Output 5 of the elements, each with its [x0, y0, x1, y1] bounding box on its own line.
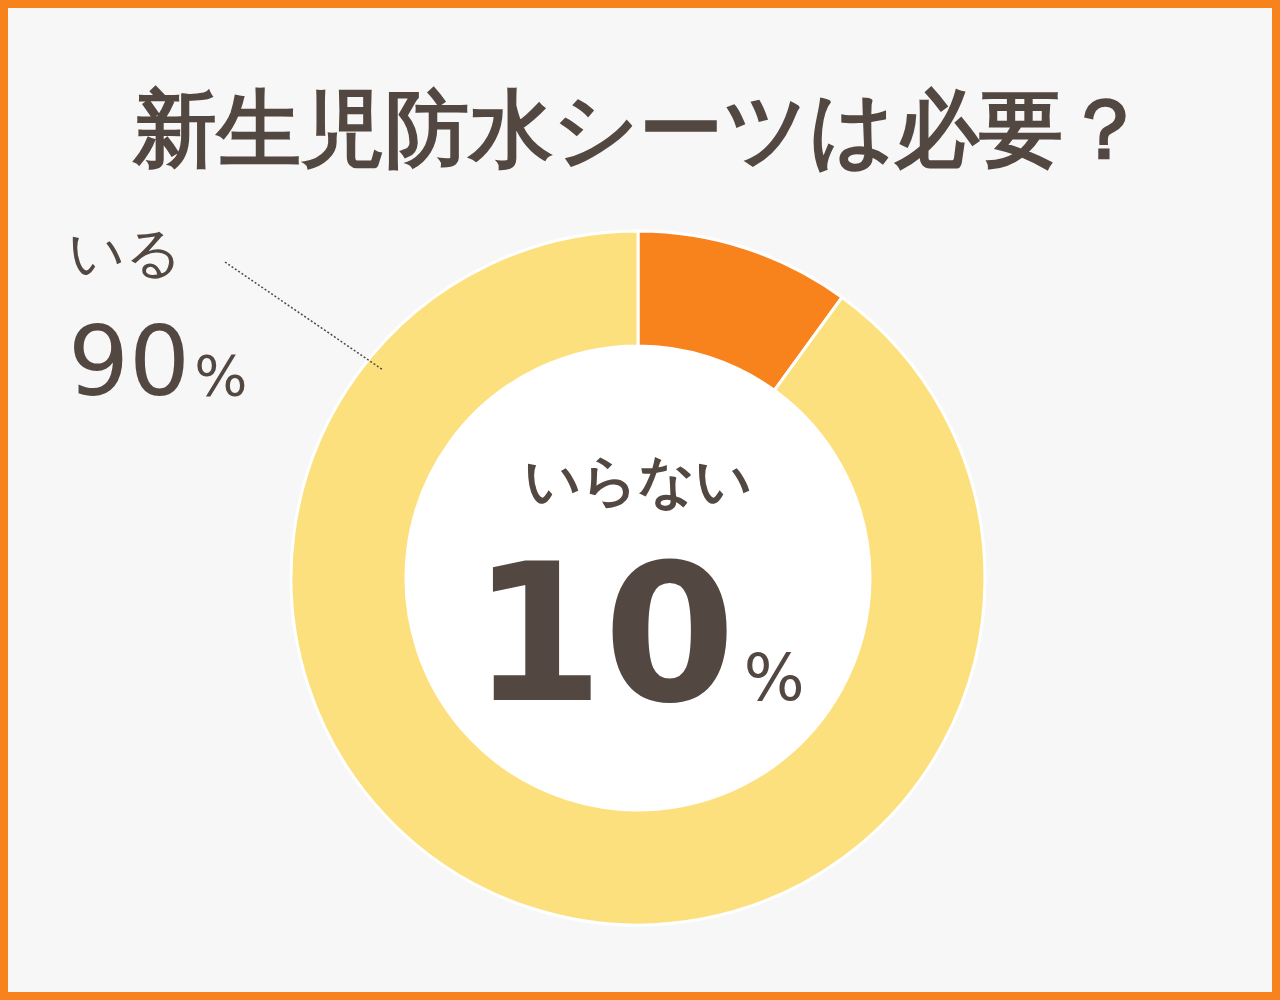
- slice-label: いる: [68, 220, 182, 285]
- data-label: 10%: [471, 524, 805, 745]
- chart-title: 新生児防水シーツは必要？: [132, 80, 1147, 178]
- data-label: 90%: [68, 306, 248, 418]
- slice-label: いらない: [524, 448, 752, 513]
